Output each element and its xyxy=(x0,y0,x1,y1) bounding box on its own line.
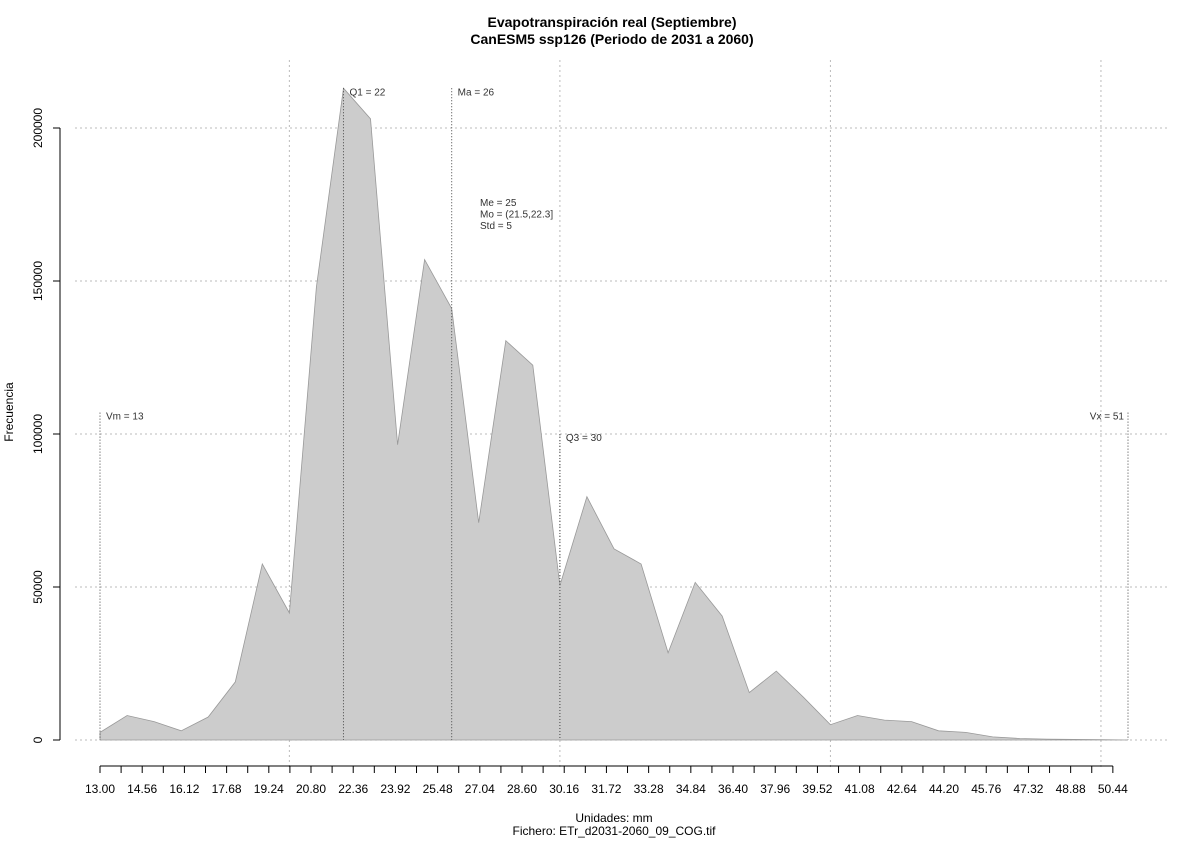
x-tick-label: 19.24 xyxy=(254,782,284,796)
x-tick-label: 48.88 xyxy=(1056,782,1086,796)
stat-label: Ma = 26 xyxy=(458,87,495,98)
file-caption: Fichero: ETr_d2031-2060_09_COG.tif xyxy=(513,824,717,838)
stat-label: Vx = 51 xyxy=(1090,412,1125,423)
stat-label: Vm = 13 xyxy=(106,412,144,423)
x-tick-label: 31.72 xyxy=(591,782,621,796)
chart-title: Evapotranspiración real (Septiembre) xyxy=(488,14,737,30)
x-tick-label: 47.32 xyxy=(1013,782,1043,796)
y-tick-label: 200000 xyxy=(31,108,45,148)
axis-layer xyxy=(53,127,1114,773)
chart-subtitle: CanESM5 ssp126 (Periodo de 2031 a 2060) xyxy=(470,31,753,47)
x-tick-label: 23.92 xyxy=(380,782,410,796)
x-tick-label: 13.00 xyxy=(85,782,115,796)
frequency-area xyxy=(99,87,1129,741)
x-tick-label: 37.96 xyxy=(760,782,790,796)
vline-layer xyxy=(99,88,1129,740)
x-tick-label: 22.36 xyxy=(338,782,368,796)
x-tick-label: 44.20 xyxy=(929,782,959,796)
x-tick-label: 20.80 xyxy=(296,782,326,796)
y-tick-label: 0 xyxy=(31,736,45,743)
x-tick-label: 39.52 xyxy=(802,782,832,796)
text-layer: Evapotranspiración real (Septiembre) Can… xyxy=(2,14,1128,838)
stats-text: Std = 5 xyxy=(480,221,512,232)
x-tick-label: 16.12 xyxy=(169,782,199,796)
y-tick-label: 150000 xyxy=(31,261,45,301)
x-tick-label: 36.40 xyxy=(718,782,748,796)
x-tick-label: 25.48 xyxy=(423,782,453,796)
x-tick-label: 34.84 xyxy=(676,782,706,796)
stats-text: Me = 25 xyxy=(480,198,517,209)
stat-label: Q1 = 22 xyxy=(349,87,385,98)
area-layer xyxy=(99,87,1129,741)
stat-label: Q3 = 30 xyxy=(566,433,602,444)
x-tick-label: 27.04 xyxy=(465,782,495,796)
x-tick-label: 41.08 xyxy=(845,782,875,796)
x-tick-label: 28.60 xyxy=(507,782,537,796)
x-tick-label: 17.68 xyxy=(212,782,242,796)
x-axis-label: Unidades: mm xyxy=(575,811,652,825)
y-tick-label: 100000 xyxy=(31,414,45,454)
stats-text: Mo = (21.5,22.3] xyxy=(480,210,553,221)
x-tick-label: 42.64 xyxy=(887,782,917,796)
x-tick-label: 33.28 xyxy=(634,782,664,796)
y-tick-label: 50000 xyxy=(31,570,45,604)
x-tick-label: 50.44 xyxy=(1098,782,1128,796)
x-tick-label: 30.16 xyxy=(549,782,579,796)
x-tick-label: 45.76 xyxy=(971,782,1001,796)
y-axis-label: Frecuencia xyxy=(2,382,16,442)
x-tick-label: 14.56 xyxy=(127,782,157,796)
